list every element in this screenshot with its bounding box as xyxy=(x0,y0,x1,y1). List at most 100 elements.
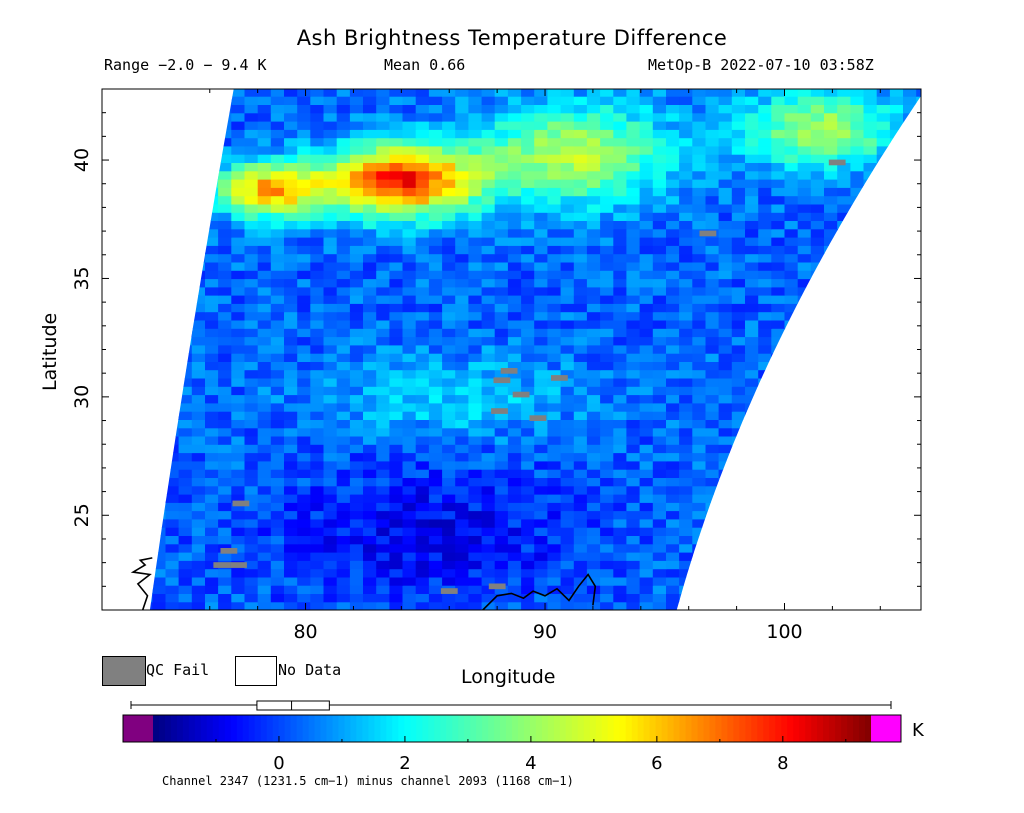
swath-cell xyxy=(428,245,443,255)
swath-cell xyxy=(323,328,338,338)
swath-cell xyxy=(586,154,601,163)
swath-cell xyxy=(336,527,351,536)
swath-cell xyxy=(178,576,193,586)
colorbar-segment xyxy=(811,715,818,742)
swath-cell xyxy=(152,104,167,114)
colorbar-segment xyxy=(374,715,381,742)
swath-cell xyxy=(718,427,733,437)
swath-cell xyxy=(152,411,167,420)
swath-cell xyxy=(810,477,825,487)
swath-cell xyxy=(745,510,759,520)
swath-cell xyxy=(718,444,733,454)
swath-cell xyxy=(403,80,417,89)
swath-cell xyxy=(560,121,575,130)
swath-cell xyxy=(428,212,443,221)
swath-cell xyxy=(376,494,390,503)
swath-cell xyxy=(165,402,180,412)
swath-cell xyxy=(810,444,825,454)
swath-cell xyxy=(284,543,298,553)
swath-cell xyxy=(560,245,575,255)
swath-cell xyxy=(389,80,403,89)
swath-cell xyxy=(652,228,667,238)
swath-cell xyxy=(205,261,219,271)
swath-cell xyxy=(270,129,285,139)
swath-cell xyxy=(455,89,469,97)
swath-cell xyxy=(903,203,917,213)
swath-cell xyxy=(415,427,430,437)
swath-cell xyxy=(560,518,575,528)
swath-cell xyxy=(507,328,522,338)
swath-cell xyxy=(547,286,562,296)
swath-cell xyxy=(745,328,759,338)
swath-cell xyxy=(521,89,535,97)
swath-cell xyxy=(705,195,720,205)
swath-cell xyxy=(718,527,733,536)
swath-cell xyxy=(310,261,325,271)
swath-cell xyxy=(376,518,390,528)
swath-cell xyxy=(824,552,838,561)
swath-cell xyxy=(876,377,891,387)
swath-cell xyxy=(402,593,417,603)
swath-cell xyxy=(613,203,628,213)
colorbar-segment xyxy=(643,715,651,742)
swath-cell xyxy=(165,319,180,329)
swath-cell xyxy=(692,278,707,288)
swath-cell xyxy=(521,137,535,147)
swath-cell xyxy=(323,162,338,172)
coastline xyxy=(130,557,597,610)
swath-cell xyxy=(652,170,667,180)
swath-cell xyxy=(560,179,575,188)
swath-cell xyxy=(534,444,548,454)
swath-cell xyxy=(336,112,351,122)
swath-cell xyxy=(824,278,838,288)
swath-cell xyxy=(850,502,865,512)
swath-cell xyxy=(863,145,878,155)
swath-cell xyxy=(468,336,483,346)
swath-cell xyxy=(758,576,772,586)
swath-cell xyxy=(613,328,628,338)
swath-cell xyxy=(455,593,469,603)
swath-cell xyxy=(666,303,680,313)
swath-cell xyxy=(652,278,667,288)
swath-cell xyxy=(745,311,759,321)
swath-cell xyxy=(705,154,720,163)
swath-cell xyxy=(468,137,483,147)
swath-cell xyxy=(639,394,654,404)
swath-cell xyxy=(692,386,707,396)
swath-cell xyxy=(639,477,654,487)
swath-cell xyxy=(389,319,404,329)
swath-cell xyxy=(218,303,232,313)
swath-cell xyxy=(455,527,469,536)
swath-cell xyxy=(731,460,746,470)
swath-cell xyxy=(903,237,917,246)
swath-cell xyxy=(376,361,390,371)
swath-cell xyxy=(705,377,720,387)
swath-cell xyxy=(784,89,799,97)
swath-cell xyxy=(876,96,891,105)
colorbar-segment xyxy=(356,715,363,742)
swath-cell xyxy=(613,220,628,230)
swath-cell xyxy=(613,494,628,503)
swath-cell xyxy=(850,295,865,304)
swath-cell xyxy=(152,145,167,155)
swath-cell xyxy=(323,104,338,114)
swath-cell xyxy=(679,295,693,304)
swath-cell xyxy=(481,402,496,412)
swath-cell xyxy=(149,129,153,139)
swath-cell xyxy=(903,601,917,610)
swath-cell xyxy=(455,394,469,404)
swath-cell xyxy=(244,427,259,437)
swath-cell xyxy=(442,162,456,172)
swath-cell xyxy=(797,535,812,545)
swath-cell xyxy=(547,328,562,338)
swath-cell xyxy=(916,394,921,404)
swath-cell xyxy=(600,295,614,304)
swath-cell xyxy=(455,402,469,412)
swath-cell xyxy=(784,336,799,346)
swath-cell xyxy=(363,402,377,412)
swath-cell xyxy=(705,568,720,578)
swath-cell xyxy=(626,485,641,495)
swath-cell xyxy=(745,286,759,296)
swath-cell xyxy=(521,145,535,155)
swath-cell xyxy=(126,560,140,569)
